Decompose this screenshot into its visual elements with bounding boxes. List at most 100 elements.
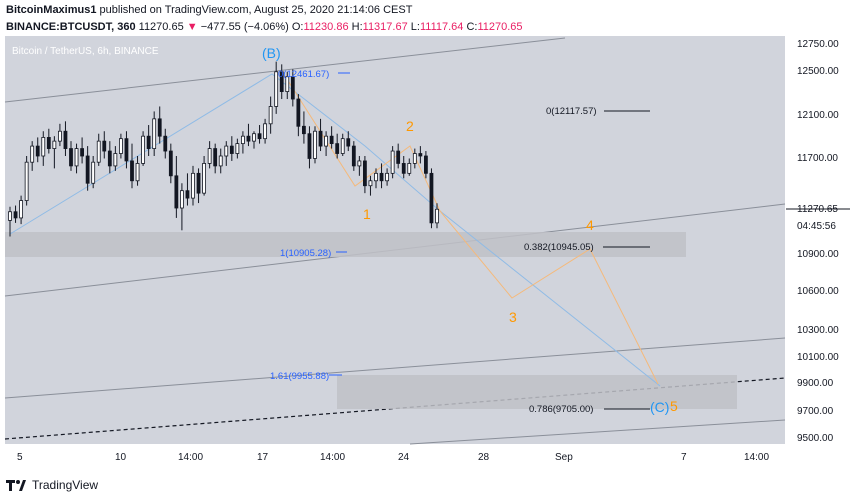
bar-countdown: 04:45:56 — [797, 221, 836, 232]
wave-path-blue — [9, 73, 661, 387]
candle-up — [268, 106, 273, 125]
candle-up — [141, 135, 145, 164]
time-tick: 14:00 — [744, 452, 769, 463]
publish-line: BitcoinMaximus1 published on TradingView… — [6, 2, 523, 19]
channel-line-top — [4, 37, 566, 103]
candle-up — [91, 161, 96, 184]
candle-up — [390, 150, 395, 174]
candle-up — [218, 155, 223, 167]
price-chart[interactable]: Bitcoin / TetherUS, 6h, BINANCE 12750.00… — [0, 36, 850, 468]
candle-down — [229, 145, 234, 154]
wave-label-b: (B) — [262, 45, 281, 61]
candle-down — [102, 140, 107, 152]
chart-header: BitcoinMaximus1 published on TradingView… — [6, 2, 523, 36]
candle-up — [19, 200, 23, 219]
last-price: 11270.65 — [138, 21, 184, 33]
candle-down — [318, 130, 323, 147]
price-change: −477.55 (−4.06%) — [200, 21, 289, 33]
candle-down — [80, 148, 84, 157]
candle-up — [202, 163, 206, 194]
price-tick: 12100.00 — [797, 110, 839, 121]
candle-up — [74, 148, 79, 167]
candle-up — [252, 133, 256, 142]
publisher-name[interactable]: BitcoinMaximus1 — [6, 4, 97, 16]
candle-down — [329, 135, 334, 145]
symbol-label: BINANCE:BTCUSDT, 360 — [6, 21, 136, 33]
open-value: 11230.86 — [303, 21, 349, 33]
candle-up — [313, 130, 317, 159]
close-value: 11270.65 — [477, 21, 523, 33]
candle-down — [13, 211, 18, 219]
candle-down — [290, 76, 295, 100]
candle-down — [363, 160, 367, 187]
time-tick: 24 — [398, 452, 410, 463]
candle-up — [285, 76, 290, 93]
candle-up — [152, 118, 157, 149]
candle-down — [213, 148, 218, 167]
price-axis-labels: 12750.00 12500.00 12100.00 11700.00 1090… — [797, 39, 839, 444]
candle-up — [407, 163, 412, 174]
candle-up — [368, 180, 373, 187]
price-tick: 9700.00 — [797, 406, 834, 417]
time-tick: Sep — [555, 452, 573, 463]
time-axis-background — [5, 444, 785, 468]
candle-down — [146, 135, 151, 149]
tradingview-logo-icon — [6, 480, 26, 491]
price-tick: 12750.00 — [797, 39, 839, 50]
candle-up — [191, 172, 195, 199]
candle-up — [8, 211, 12, 221]
candle-down — [401, 163, 406, 174]
target-zone — [337, 375, 737, 409]
support-zone — [5, 232, 686, 257]
time-tick: 14:00 — [320, 452, 345, 463]
fib-label: 1(10905.28) — [280, 248, 331, 259]
fib-label: 1.61(9955.88) — [270, 371, 329, 382]
candle-up — [96, 140, 101, 163]
candle-down — [335, 143, 340, 154]
price-tick: 10600.00 — [797, 286, 839, 297]
wave-labels: (B) (C) 1 2 3 4 5 — [262, 45, 678, 415]
candle-down — [163, 135, 168, 152]
candle-up — [235, 143, 240, 154]
price-tick: 12500.00 — [797, 66, 839, 77]
candle-up — [119, 138, 123, 154]
candle-down — [429, 172, 434, 224]
candle-up — [224, 145, 229, 157]
candle-up — [58, 130, 62, 142]
candle-down — [246, 135, 251, 142]
candle-up — [263, 123, 267, 140]
candle-up — [357, 160, 362, 167]
candle-down — [379, 172, 384, 182]
candle-up — [52, 140, 57, 149]
low-label: L: — [410, 21, 420, 33]
candle-up — [41, 137, 46, 157]
candle-up — [241, 135, 245, 145]
candle-up — [274, 71, 279, 107]
time-tick: 14:00 — [178, 452, 203, 463]
time-tick: 28 — [478, 452, 490, 463]
candle-down — [307, 133, 312, 159]
candle-down — [63, 130, 68, 149]
candle-down — [396, 150, 401, 164]
candle-up — [135, 163, 140, 182]
current-price-label: 11270.65 — [797, 204, 838, 215]
candle-down — [302, 125, 306, 135]
price-tick: 10100.00 — [797, 352, 839, 363]
candle-down — [257, 133, 262, 140]
candle-down — [424, 155, 428, 174]
published-text: published on TradingView.com, August 25,… — [99, 4, 413, 16]
wave-label-3: 3 — [509, 309, 517, 325]
candle-up — [435, 208, 439, 224]
tradingview-footer: TradingView — [6, 478, 98, 492]
price-tick: 9900.00 — [797, 378, 834, 389]
candle-down — [185, 190, 190, 199]
channel-lines — [4, 37, 786, 445]
fib-label: 0.382(10945.05) — [524, 242, 594, 253]
candlestick-series — [8, 61, 439, 237]
down-arrow-icon: ▼ — [186, 21, 198, 33]
candle-down — [418, 153, 423, 157]
candle-down — [130, 160, 134, 182]
time-tick: 5 — [17, 452, 23, 463]
candle-up — [324, 135, 328, 147]
candle-down — [196, 172, 201, 194]
